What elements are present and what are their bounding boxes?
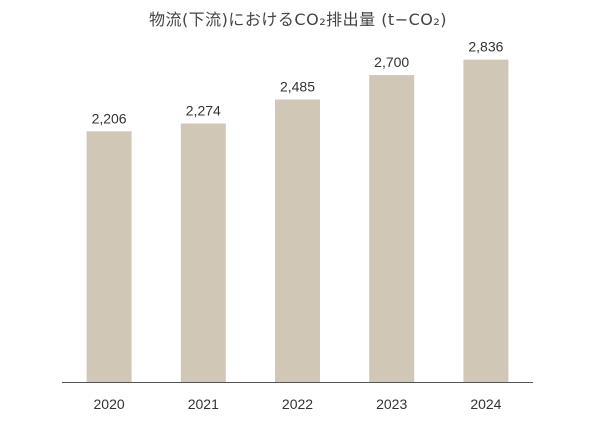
bar-value-label-2023: 2,700 (374, 54, 409, 70)
x-tick-label-2024: 2024 (470, 396, 501, 412)
bar-2023 (369, 75, 415, 382)
x-tick-label-2023: 2023 (376, 396, 407, 412)
x-tick-labels-group: 2020 2021 2022 2023 2024 (94, 396, 502, 412)
bar-value-label-2020: 2,206 (92, 110, 127, 126)
x-tick-label-2022: 2022 (282, 396, 313, 412)
x-tick-label-2020: 2020 (94, 396, 125, 412)
bar-value-label-2022: 2,485 (280, 79, 315, 95)
bar-2020 (86, 131, 132, 382)
bar-2021 (180, 123, 226, 382)
bars-group (86, 59, 509, 382)
bar-2022 (275, 99, 320, 382)
bar-value-label-2024: 2,836 (468, 39, 503, 55)
bar-value-label-2021: 2,274 (186, 103, 221, 119)
value-labels-group: 2,206 2,274 2,485 2,700 2,836 (92, 39, 504, 127)
x-tick-label-2021: 2021 (188, 396, 219, 412)
bar-2024 (463, 59, 509, 382)
chart-title: 物流(下流)におけるCO₂排出量 (t−CO₂) (148, 10, 448, 29)
